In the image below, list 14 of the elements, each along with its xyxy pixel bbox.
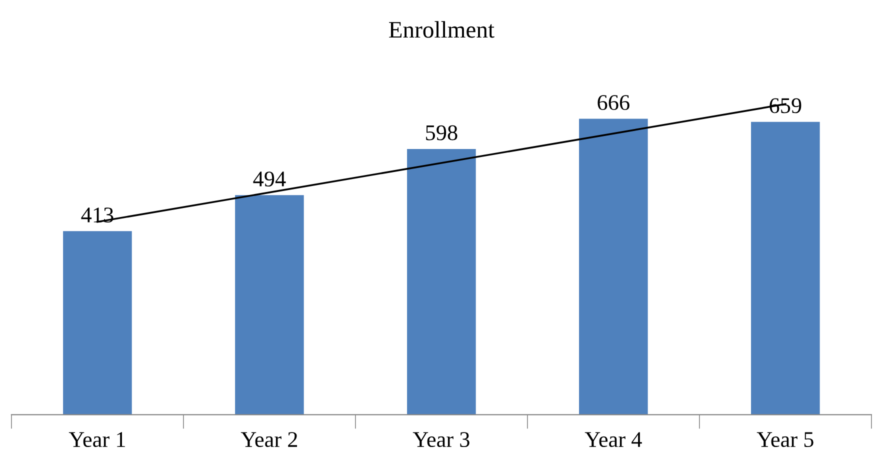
bar <box>235 195 304 415</box>
bar <box>579 118 648 415</box>
chart-title: Enrollment <box>389 21 494 38</box>
x-tick-label: Year 3 <box>412 432 470 448</box>
x-tick-label: Year 4 <box>584 432 642 448</box>
data-label: 494 <box>253 172 286 187</box>
bar <box>63 231 132 415</box>
bar <box>407 148 476 415</box>
x-tick-label: Year 1 <box>68 432 125 448</box>
data-label: 666 <box>598 95 630 110</box>
bar <box>751 122 820 415</box>
x-tick-label: Year 5 <box>756 432 814 448</box>
data-label: 598 <box>426 125 458 140</box>
x-tick-label: Year 2 <box>240 432 298 448</box>
